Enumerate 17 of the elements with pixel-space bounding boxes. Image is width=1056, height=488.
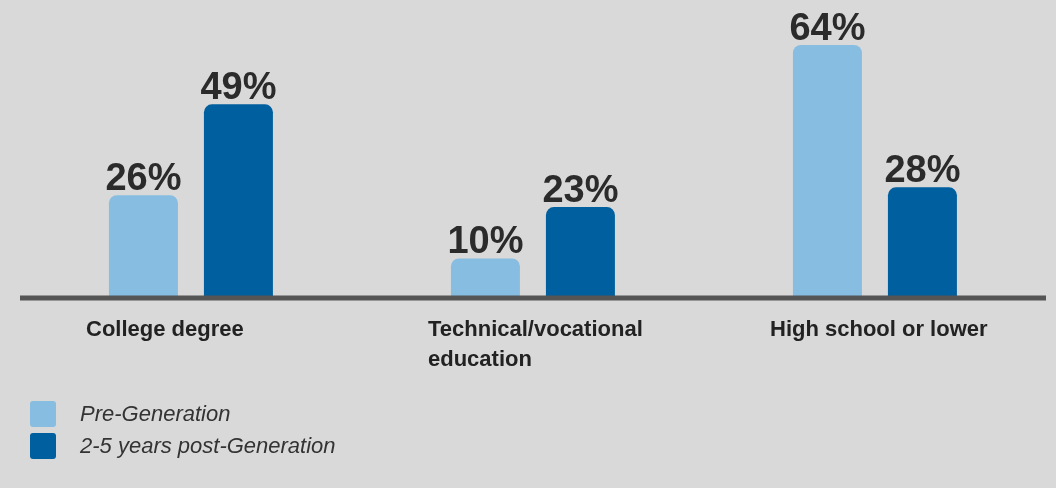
bar: [545, 207, 615, 298]
data-label: 28%: [884, 148, 961, 191]
legend-label: Pre-Generation: [80, 401, 231, 427]
bar: [450, 258, 520, 298]
data-label: 64%: [789, 6, 866, 48]
bar: [792, 45, 862, 298]
data-label: 23%: [542, 168, 619, 211]
data-label: 49%: [200, 65, 277, 108]
x-tick-label: Technical/vocational education: [428, 316, 643, 371]
bar: [203, 104, 273, 298]
bar: [108, 195, 178, 298]
data-label: 26%: [105, 156, 182, 199]
x-tick-label: High school or lower: [770, 316, 989, 341]
legend-label: 2-5 years post-Generation: [80, 433, 336, 459]
bar: [887, 187, 957, 298]
data-label: 10%: [447, 219, 524, 262]
x-tick-label: College degree: [86, 316, 244, 341]
